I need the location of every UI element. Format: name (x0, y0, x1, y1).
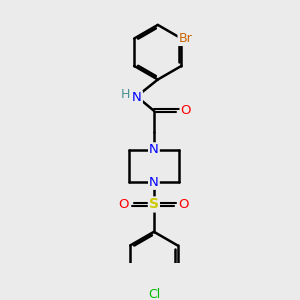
Text: S: S (149, 197, 159, 212)
Text: O: O (181, 104, 191, 117)
Text: N: N (149, 143, 159, 156)
Text: N: N (149, 176, 159, 189)
Text: O: O (178, 198, 189, 211)
Text: Cl: Cl (148, 288, 160, 300)
Text: O: O (119, 198, 129, 211)
Text: Br: Br (178, 32, 192, 45)
Text: N: N (132, 91, 142, 104)
Text: H: H (121, 88, 130, 101)
